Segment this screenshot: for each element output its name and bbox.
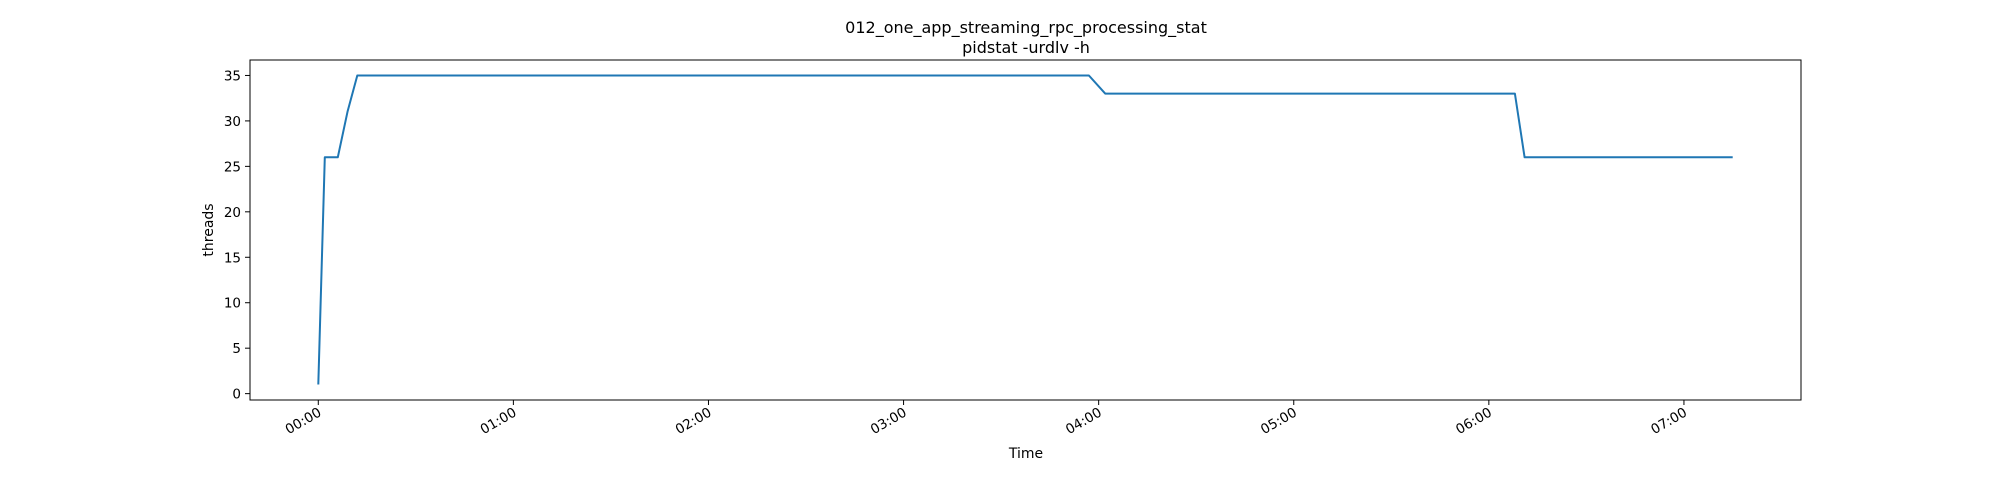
y-tick-label: 30	[224, 114, 241, 130]
y-tick-label: 10	[224, 296, 241, 312]
plot-frame	[249, 59, 1802, 401]
y-tick-label: 35	[224, 68, 241, 84]
y-tick-label: 5	[232, 341, 241, 357]
y-tick-label: 25	[224, 159, 241, 175]
series-line-threads	[317, 74, 1733, 385]
chart-subtitle: pidstat -urdlv -h	[962, 38, 1090, 57]
y-axis-label: threads	[201, 203, 217, 256]
x-axis-label: Time	[1008, 446, 1043, 462]
y-tick-label: 15	[224, 250, 241, 266]
chart-title: 012_one_app_streaming_rpc_processing_sta…	[845, 18, 1207, 38]
y-tick-label: 0	[232, 387, 241, 403]
y-tick-label: 20	[224, 205, 241, 221]
